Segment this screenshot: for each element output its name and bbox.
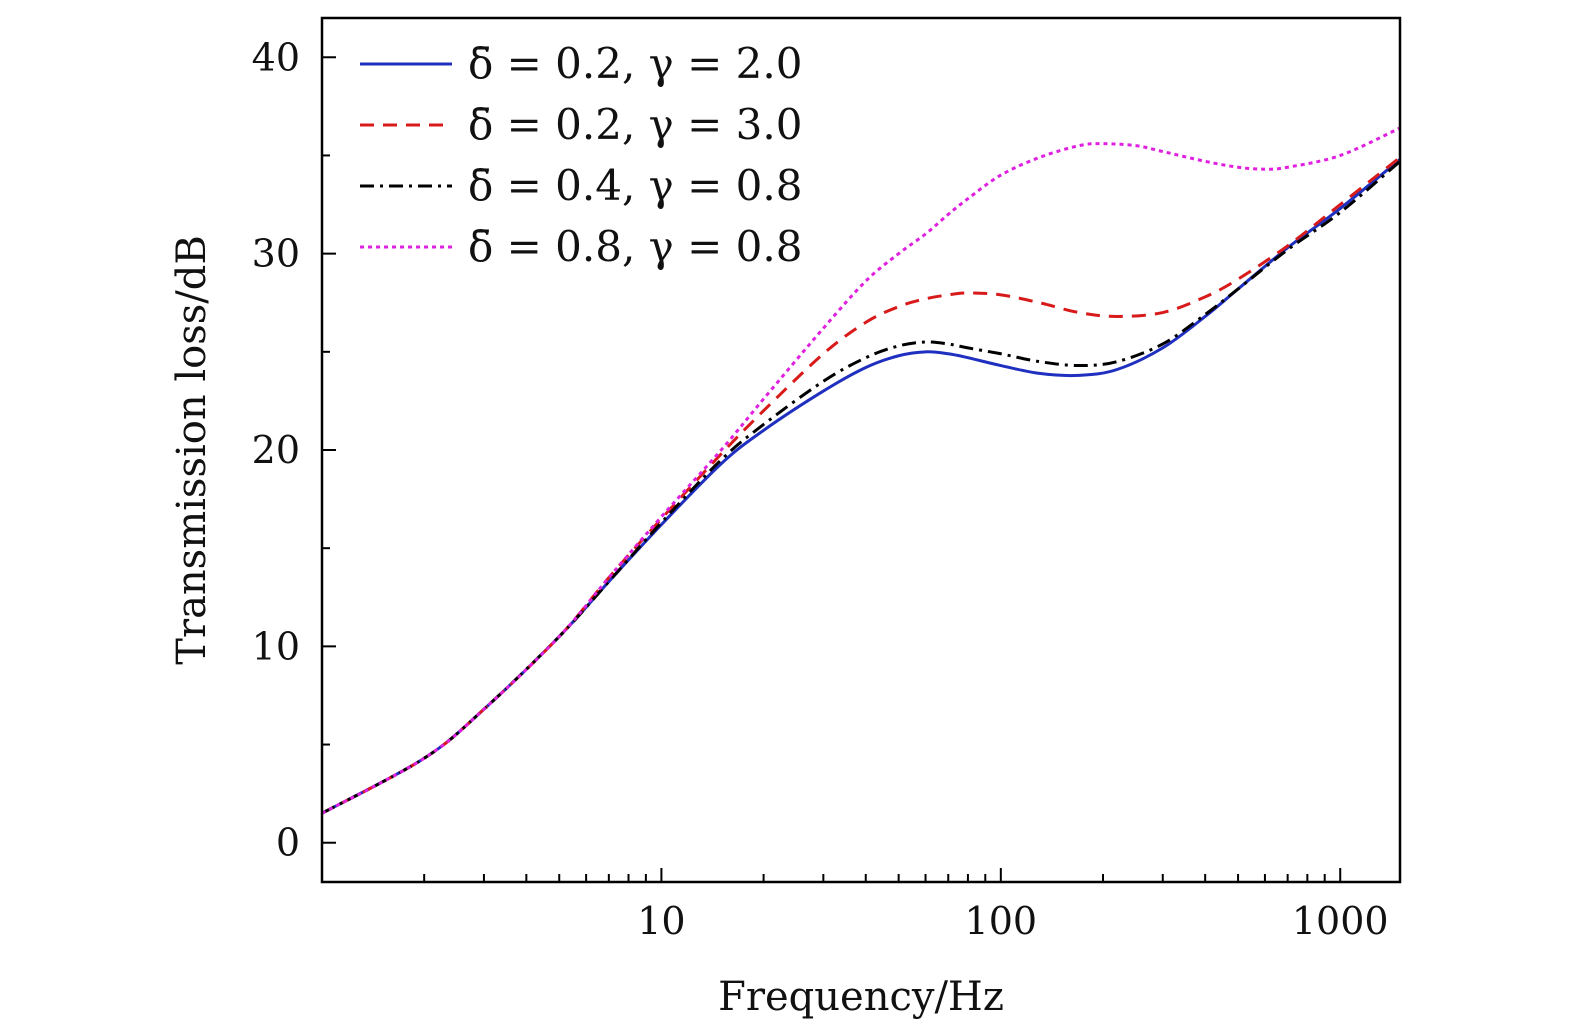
legend-label-1: δ̄ = 0.2, γ = 2.0 [468, 39, 802, 88]
y-tick-label: 40 [252, 35, 300, 79]
y-tick-label: 30 [252, 232, 300, 276]
x-tick-label: 10 [637, 899, 685, 943]
series-line-4 [321, 126, 1401, 815]
legend-label-3: δ̄ = 0.4, γ = 0.8 [468, 161, 802, 210]
y-axis-title: Transmission loss/dB [169, 235, 215, 664]
x-tick-label: 1000 [1292, 899, 1389, 943]
axis-tick-labels: 10 100 1000 0 10 20 30 40 [252, 35, 1389, 943]
y-tick-label: 10 [252, 624, 300, 668]
series-lines [321, 126, 1401, 815]
legend: δ̄ = 0.2, γ = 2.0 δ̄ = 0.2, γ = 3.0 δ̄ = 0… [360, 39, 802, 271]
legend-label-2: δ̄ = 0.2, γ = 3.0 [468, 100, 802, 149]
x-tick-label: 100 [965, 899, 1038, 943]
legend-label-4: δ̄ = 0.8, γ = 0.8 [468, 222, 802, 271]
y-tick-label: 0 [276, 821, 300, 865]
x-axis-title: Frequency/Hz [718, 974, 1004, 1020]
axis-ticks [321, 56, 1342, 882]
y-tick-label: 20 [252, 428, 300, 472]
